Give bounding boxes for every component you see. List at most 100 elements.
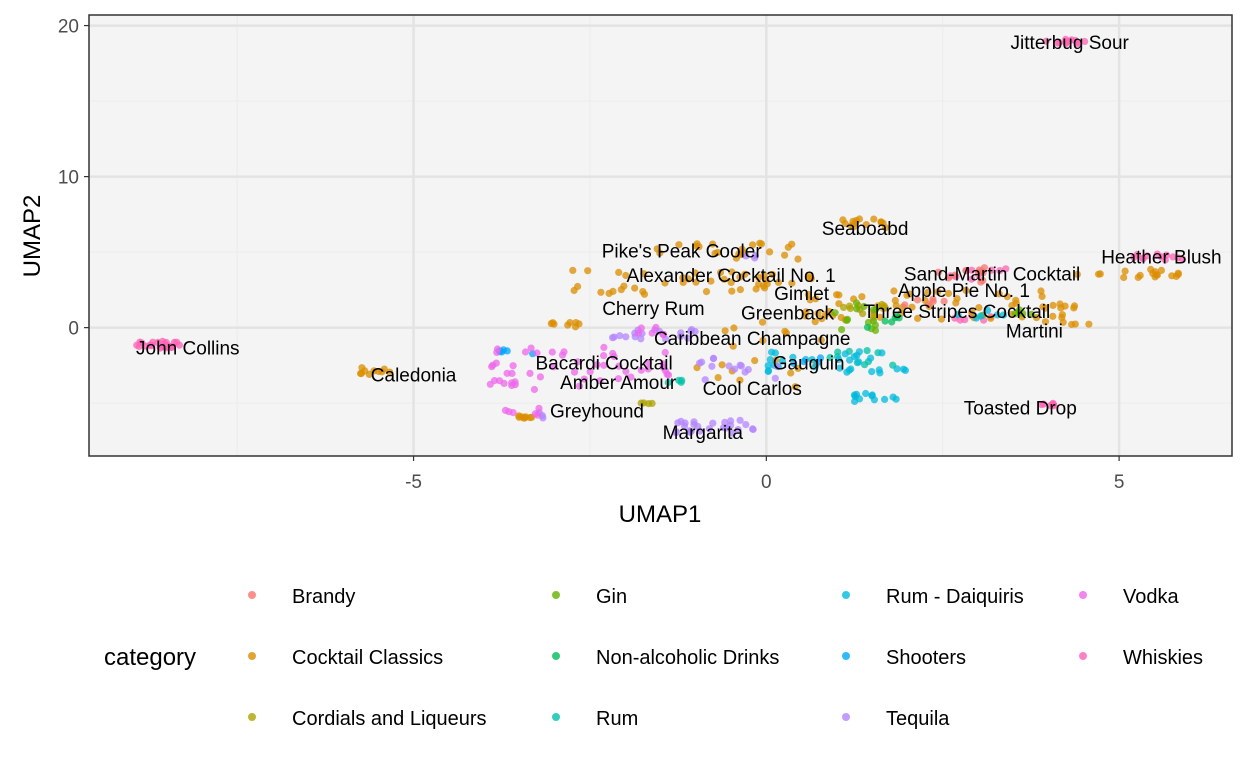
data-point: [386, 368, 394, 376]
data-point: [825, 307, 833, 316]
data-point: [1147, 265, 1155, 273]
data-point: [615, 362, 623, 370]
data-point: [953, 295, 961, 303]
point-annotation: Margarita: [663, 423, 744, 444]
data-point: [677, 332, 685, 340]
data-point: [876, 313, 884, 321]
data-point: [979, 269, 987, 277]
data-point: [843, 315, 852, 323]
data-point: [751, 254, 759, 262]
y-tick-label: 0: [68, 319, 79, 340]
data-point: [751, 357, 759, 365]
data-point: [967, 275, 976, 283]
data-point: [845, 366, 853, 374]
data-point: [764, 367, 772, 376]
data-point: [511, 381, 519, 389]
data-point: [860, 302, 868, 311]
data-point: [1055, 38, 1063, 47]
data-point: [684, 334, 692, 342]
data-point: [600, 352, 608, 360]
data-point: [1049, 301, 1057, 309]
data-point: [727, 278, 735, 286]
data-point: [631, 284, 639, 292]
data-point: [622, 333, 630, 341]
data-point: [734, 426, 742, 434]
data-point: [659, 360, 667, 368]
data-point: [731, 365, 739, 373]
data-point: [987, 314, 995, 322]
data-point: [569, 266, 577, 274]
data-point: [867, 354, 875, 362]
data-point: [749, 425, 757, 434]
legend-label: Shooters: [886, 647, 966, 669]
data-point: [503, 347, 511, 355]
data-point: [146, 342, 154, 350]
data-point: [720, 275, 728, 283]
data-point: [996, 267, 1004, 275]
data-point: [855, 358, 863, 366]
data-point: [800, 358, 808, 366]
data-point: [547, 320, 555, 328]
data-point: [686, 428, 694, 436]
data-point: [841, 350, 849, 358]
grid-lines: [89, 15, 1232, 456]
data-point: [945, 274, 953, 282]
data-point: [679, 274, 687, 282]
x-tick-label: 0: [761, 472, 772, 493]
data-point: [644, 359, 653, 367]
data-point: [1133, 250, 1142, 258]
data-point: [869, 317, 878, 325]
data-point: [725, 362, 733, 370]
data-point: [995, 290, 1003, 298]
data-point: [536, 373, 545, 381]
data-point: [548, 348, 556, 356]
data-point: [664, 378, 672, 387]
data-point: [934, 288, 942, 296]
data-point: [730, 324, 738, 332]
data-point: [908, 303, 916, 311]
data-point: [135, 342, 143, 350]
data-point: [600, 343, 608, 351]
data-point: [972, 314, 980, 322]
data-point: [709, 419, 717, 427]
data-point: [811, 318, 819, 326]
point-annotation: Martini: [1006, 322, 1063, 343]
data-point: [968, 266, 976, 274]
data-point: [781, 251, 789, 259]
data-point: [634, 329, 643, 337]
data-point: [812, 295, 820, 303]
data-point: [993, 311, 1002, 319]
data-point: [586, 368, 594, 376]
data-point: [840, 303, 848, 311]
data-point: [661, 366, 669, 374]
data-point: [660, 330, 668, 339]
data-point: [890, 287, 898, 295]
data-point: [596, 377, 604, 385]
legend-key: [552, 713, 560, 721]
data-point: [862, 389, 870, 398]
data-point: [709, 240, 717, 248]
data-point: [729, 342, 737, 350]
legend-label: Brandy: [292, 586, 355, 608]
y-tick-label: 20: [58, 17, 79, 38]
point-annotation: Sand-Martin Cocktail: [904, 264, 1080, 285]
data-point: [708, 362, 716, 370]
data-point: [732, 254, 741, 262]
data-point: [768, 270, 777, 279]
data-point: [901, 366, 910, 374]
data-point: [782, 329, 791, 337]
data-point: [1095, 270, 1103, 278]
data-point: [736, 376, 744, 384]
data-point: [791, 383, 799, 391]
data-point: [925, 300, 933, 308]
data-point: [774, 278, 783, 286]
y-axis-title: UMAP2: [19, 195, 46, 278]
point-annotation: Jitterbug Sour: [1011, 33, 1130, 54]
plot-panel: [89, 15, 1232, 456]
data-point: [1134, 273, 1142, 281]
data-point: [1039, 400, 1048, 408]
data-point: [692, 242, 700, 250]
legend-key: [1079, 652, 1087, 660]
data-point: [154, 338, 162, 346]
data-point: [892, 302, 900, 310]
